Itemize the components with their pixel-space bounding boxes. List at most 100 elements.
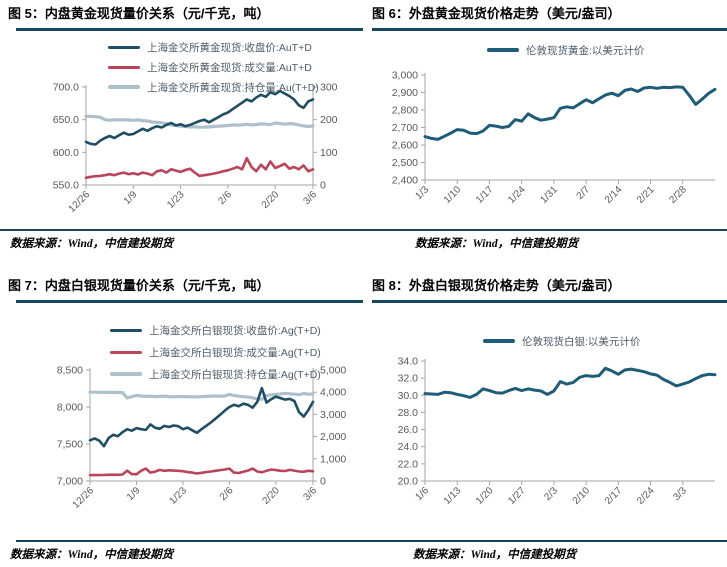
series-line [88,390,315,401]
y2-axis-tick-label: 0 [320,180,326,192]
line-swatch [108,45,140,49]
line-swatch [483,339,515,343]
legend-item: 伦敦现货白银:以美元计价 [483,331,640,351]
legend-item: 上海金交所白银现货:成交量:Ag(T+D) [110,341,321,363]
fig8-silver-london-line-chart: 34.0 32.0 30.0 28.0 26.0 24.0 22.0 20.01/6 1/13 1… [398,356,717,507]
legend-item: 上海金交所白银现货:收盘价:Ag(T+D) [110,319,321,341]
figure-panel-6: 图 6：外盘黄金现货价格走势（美元/盎司） 3,000 2,900 2,800 2,7… [363,0,727,267]
legend-label: 上海金交所黄金现货:收盘价:AuT+D [147,41,312,54]
chart-legend: 伦敦现货白银:以美元计价 [483,331,640,351]
x-axis-tick-label: 1/20 [474,485,496,507]
legend-label: 上海金交所白银现货:成交量:Ag(T+D) [149,346,321,359]
y-axis-tick-label: 7,500 [57,439,83,451]
series-line [423,366,717,399]
series-line [84,156,315,180]
source-divider [16,540,363,542]
y2-axis-tick-label: 5,000 [320,365,346,377]
x-axis-tick-label: 1/13 [442,485,464,507]
fig7-silver-domestic-line-chart: 8,500 8,000 7,500 7,000 5,000 4,000 3,000 2,000… [57,365,347,511]
y-axis-tick-label: 28.0 [398,407,419,419]
line-swatch [110,328,142,332]
y2-axis-tick-label: 4,000 [320,387,346,399]
series-line [423,85,717,141]
figure-title: 图 7：内盘白银现货量价关系（元/千克，吨） [8,278,270,293]
figure-panel-8: 图 8：外盘白银现货价格走势（美元/盎司） 34.0 32.0 30.0 28.0 26… [363,270,727,567]
chart-legend: 伦敦现货黄金:以美元计价 [487,40,644,60]
x-axis-tick-label: 1/23 [165,189,187,211]
y-axis-tick-label: 650.0 [53,114,79,126]
y-axis-tick-label: 2,600 [392,140,418,152]
fig5-gold-domestic-line-chart: 700.0 650.0 600.0 550.0 300 200 100 0 12/26 1/9 1/… [53,82,338,215]
x-axis-tick-label: 1/23 [167,485,189,507]
x-axis-tick-label: 2/24 [635,485,657,507]
x-axis-tick-label: 12/26 [71,485,97,511]
x-axis-tick-label: 2/6 [218,485,236,503]
y-axis-tick-label: 550.0 [53,180,79,192]
x-axis-tick-label: 1/17 [474,184,496,206]
title-divider [16,300,363,303]
legend-item: 伦敦现货黄金:以美元计价 [487,40,644,60]
line-swatch [110,372,142,376]
line-swatch [110,350,142,354]
series-line [88,386,315,448]
y-axis-tick-label: 8,500 [57,365,83,377]
source-divider [0,229,363,231]
legend-item: 上海金交所黄金现货:持仓量:Au(T+D) [108,77,319,97]
x-axis-tick-label: 2/14 [603,184,625,206]
x-axis-tick-label: 1/24 [506,184,528,206]
chart-legend: 上海金交所白银现货:收盘价:Ag(T+D) 上海金交所白银现货:成交量:Ag(T+… [110,319,321,385]
line-swatch [108,85,140,89]
legend-label: 伦敦现货黄金:以美元计价 [526,44,645,57]
series-line [88,467,315,477]
x-axis-tick-label: 3/6 [302,485,320,503]
y-axis-tick-label: 20.0 [398,476,419,488]
figure-panel-7: 图 7：内盘白银现货量价关系（元/千克，吨） 8,500 8,000 7,500 7,… [0,270,363,567]
y2-axis-tick-label: 2,000 [320,431,346,443]
y2-axis-tick-label: 100 [320,147,338,159]
y-axis-tick-label: 2,800 [392,105,418,117]
line-swatch [108,65,140,69]
y-axis-tick-label: 7,000 [57,476,83,488]
x-axis-tick-label: 1/31 [538,184,560,206]
line-swatch [487,48,519,52]
x-axis-tick-label: 3/6 [302,189,320,207]
x-axis-tick-label: 2/10 [571,485,593,507]
x-axis-tick-label: 2/7 [575,184,593,202]
y-axis-tick-label: 2,900 [392,87,418,99]
chart-area: 8,500 8,000 7,500 7,000 5,000 4,000 3,000 2,000… [0,270,363,567]
title-divider [372,28,727,31]
y2-axis-tick-label: 200 [320,114,338,126]
x-axis-tick-label: 2/3 [542,485,560,503]
title-divider [372,300,727,303]
data-source: 数据来源：Wind，中信建投期货 [10,549,174,561]
x-axis-tick-label: 1/3 [414,184,432,202]
legend-label: 上海金交所黄金现货:成交量:AuT+D [147,61,312,74]
y2-axis-tick-label: 3,000 [320,409,346,421]
series-line [84,114,315,129]
y-axis-tick-label: 30.0 [398,390,419,402]
y-axis-tick-label: 700.0 [53,82,79,94]
y2-axis-tick-label: 0 [320,476,326,488]
x-axis-tick-label: 2/17 [603,485,625,507]
x-axis-tick-label: 2/20 [260,485,282,507]
y-axis-tick-label: 8,000 [57,402,83,414]
y-axis-tick-label: 2,400 [392,175,418,187]
source-divider [363,540,727,542]
x-axis-tick-label: 12/26 [67,189,93,215]
x-axis-tick-label: 1/6 [414,485,432,503]
x-axis-tick-label: 3/3 [671,485,689,503]
legend-label: 上海金交所白银现货:持仓量:Ag(T+D) [149,368,321,381]
title-divider [16,28,363,31]
data-source: 数据来源：Wind，中信建投期货 [10,238,174,250]
figure-title: 图 8：外盘白银现货价格走势（美元/盎司） [372,278,621,293]
y-axis-tick-label: 2,700 [392,122,418,134]
series-line [84,89,315,146]
x-axis-tick-label: 2/6 [216,189,234,207]
legend-item: 上海金交所黄金现货:收盘价:AuT+D [108,37,312,57]
data-source: 数据来源：Wind，中信建投期货 [415,238,579,250]
x-axis-tick-label: 1/9 [125,485,143,503]
y-axis-tick-label: 600.0 [53,147,79,159]
source-divider [363,229,727,231]
legend-item: 上海金交所白银现货:持仓量:Ag(T+D) [110,363,321,385]
